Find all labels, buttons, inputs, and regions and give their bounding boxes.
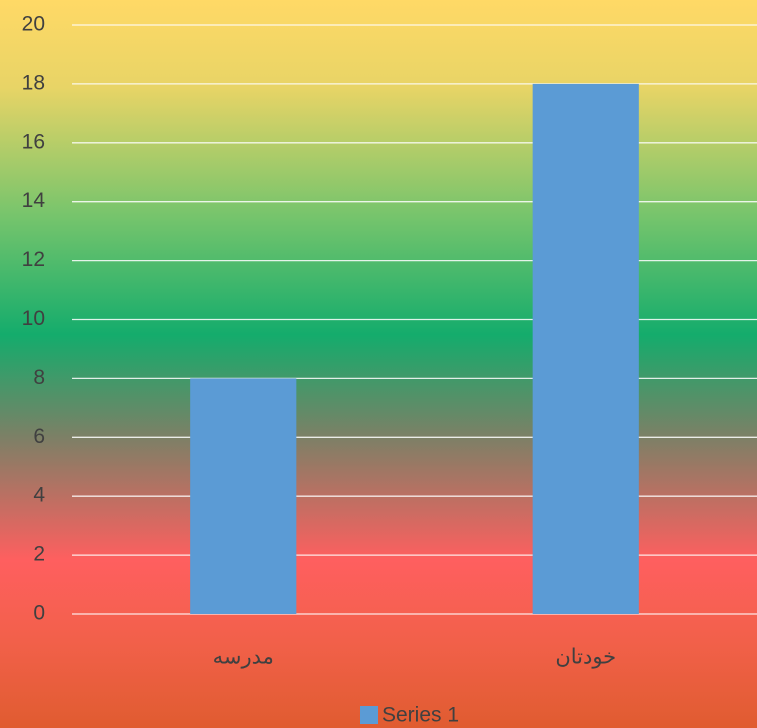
legend-label: Series 1 bbox=[382, 704, 459, 727]
bar bbox=[190, 378, 297, 614]
bar bbox=[532, 83, 639, 614]
y-tick-label: 20 bbox=[22, 13, 45, 36]
x-tick-label: مدرسه bbox=[213, 646, 274, 670]
y-tick-label: 16 bbox=[22, 130, 45, 153]
y-tick-label: 8 bbox=[33, 366, 45, 389]
y-tick-label: 14 bbox=[22, 189, 46, 212]
y-tick-label: 12 bbox=[22, 248, 45, 271]
y-tick-label: 18 bbox=[22, 71, 45, 94]
y-tick-label: 4 bbox=[33, 484, 45, 507]
y-tick-label: 6 bbox=[33, 425, 45, 448]
legend-swatch bbox=[360, 706, 378, 724]
x-tick-label: خودتان bbox=[555, 646, 616, 670]
y-tick-label: 10 bbox=[22, 307, 45, 330]
y-tick-label: 2 bbox=[33, 543, 45, 566]
y-tick-label: 0 bbox=[33, 602, 45, 625]
